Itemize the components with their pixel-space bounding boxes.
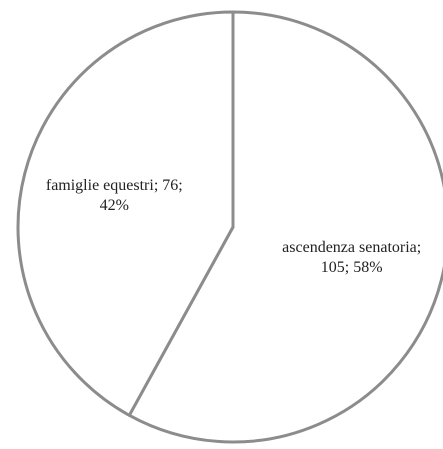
pie-slice (127, 10, 443, 444)
data-label: ascendenza senatoria; 105; 58% (282, 238, 422, 276)
pie-slice (16, 10, 235, 417)
data-label: famiglie equestri; 76; 42% (45, 177, 183, 215)
